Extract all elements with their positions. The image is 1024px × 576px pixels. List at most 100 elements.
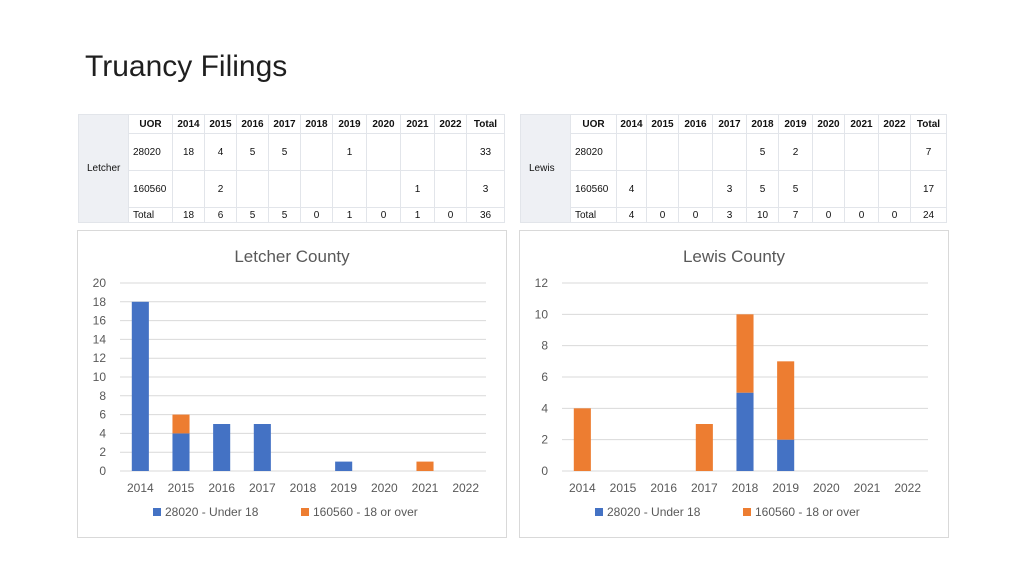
y-tick-label: 10 xyxy=(93,370,107,384)
table-cell xyxy=(172,170,205,208)
header-cell: Total xyxy=(910,114,947,134)
y-tick-label: 10 xyxy=(535,307,549,321)
table-header-row: Letcher UOR 2014 2015 2016 2017 2018 201… xyxy=(78,114,505,223)
x-tick-label: 2020 xyxy=(371,481,398,495)
table-cell: 1 xyxy=(332,133,367,171)
county-label: Lewis xyxy=(520,114,571,223)
table-cell xyxy=(678,133,713,171)
table-cell: 2 xyxy=(204,170,237,208)
uor-cell: 28020 xyxy=(128,133,173,171)
header-cell: 2016 xyxy=(678,114,713,134)
legend-swatch xyxy=(153,508,161,516)
y-tick-label: 20 xyxy=(93,276,107,290)
x-tick-label: 2019 xyxy=(772,481,799,495)
y-tick-label: 2 xyxy=(541,433,548,447)
legend-entry: 160560 - 18 or over xyxy=(313,505,418,519)
table-cell xyxy=(366,170,401,208)
header-cell: 2017 xyxy=(268,114,301,134)
table-cell xyxy=(300,170,333,208)
table-cell xyxy=(332,170,367,208)
y-tick-label: 8 xyxy=(99,389,106,403)
table-row: 160560 2 1 3 xyxy=(79,170,505,208)
total-cell: 4 xyxy=(616,207,647,223)
table-cell xyxy=(268,170,301,208)
total-cell: 36 xyxy=(466,207,505,223)
table-cell: 5 xyxy=(778,170,813,208)
header-cell: 2022 xyxy=(878,114,911,134)
header-cell: UOR xyxy=(128,114,173,134)
table-cell xyxy=(400,133,435,171)
bar-segment xyxy=(131,301,149,471)
table-cell xyxy=(434,170,467,208)
y-tick-label: 16 xyxy=(93,314,107,328)
lewis-county-chart: Lewis County 0 2 4 6 8 10 12 2014 2015 2016 2017 2… xyxy=(519,230,949,538)
header-cell: Total xyxy=(466,114,505,134)
header-cell: 2016 xyxy=(236,114,269,134)
header-cell: 2018 xyxy=(300,114,333,134)
total-label: Total xyxy=(128,207,173,223)
letcher-table: Letcher UOR 2014 2015 2016 2017 2018 201… xyxy=(78,114,505,223)
uor-cell: 160560 xyxy=(570,170,617,208)
total-cell: 18 xyxy=(172,207,205,223)
total-cell: 0 xyxy=(844,207,879,223)
y-tick-label: 8 xyxy=(541,339,548,353)
x-tick-label: 2015 xyxy=(168,481,195,495)
y-tick-label: 0 xyxy=(541,464,548,478)
header-cell: 2019 xyxy=(332,114,367,134)
header-cell: 2015 xyxy=(646,114,679,134)
header-cell: 2018 xyxy=(746,114,779,134)
x-tick-label: 2019 xyxy=(330,481,357,495)
legend-entry: 28020 - Under 18 xyxy=(607,505,701,519)
x-tick-label: 2015 xyxy=(610,481,637,495)
legend-swatch xyxy=(743,508,751,516)
total-cell: 0 xyxy=(646,207,679,223)
table-cell xyxy=(712,133,747,171)
table-total-row: Total 18 6 5 5 0 1 0 1 0 36 xyxy=(79,207,505,223)
bar-segment xyxy=(172,433,190,471)
bar-segment xyxy=(213,424,231,471)
header-cell: 2014 xyxy=(616,114,647,134)
header-cell: 2021 xyxy=(400,114,435,134)
y-tick-label: 4 xyxy=(541,401,548,415)
x-tick-label: 2018 xyxy=(732,481,759,495)
header-cell: UOR xyxy=(570,114,617,134)
uor-cell: 160560 xyxy=(128,170,173,208)
x-tick-label: 2014 xyxy=(569,481,596,495)
table-cell: 7 xyxy=(910,133,947,171)
header-cell: 2020 xyxy=(366,114,401,134)
header-cell: 2022 xyxy=(434,114,467,134)
table-cell xyxy=(878,170,911,208)
table-cell xyxy=(678,170,713,208)
x-tick-label: 2016 xyxy=(208,481,235,495)
table-row: 28020 18 4 5 5 1 33 xyxy=(79,133,505,171)
table-cell xyxy=(236,170,269,208)
x-tick-label: 2021 xyxy=(412,481,439,495)
x-tick-label: 2017 xyxy=(249,481,276,495)
bar-segment xyxy=(777,439,795,471)
table-cell xyxy=(844,133,879,171)
table-cell: 4 xyxy=(616,170,647,208)
total-cell: 0 xyxy=(678,207,713,223)
bar-segment xyxy=(335,461,353,471)
table-cell: 5 xyxy=(746,133,779,171)
y-tick-label: 6 xyxy=(99,408,106,422)
chart-title: Lewis County xyxy=(683,247,786,266)
table-cell xyxy=(878,133,911,171)
y-tick-label: 0 xyxy=(99,464,106,478)
bar-segment xyxy=(777,361,795,440)
bar-segment xyxy=(172,414,190,434)
total-cell: 0 xyxy=(878,207,911,223)
table-cell xyxy=(844,170,879,208)
bar-segment xyxy=(736,392,754,471)
county-label: Letcher xyxy=(78,114,129,223)
lewis-table: Lewis UOR 2014 2015 2016 2017 2018 2019 … xyxy=(520,114,947,223)
table-cell: 2 xyxy=(778,133,813,171)
y-tick-label: 14 xyxy=(93,332,107,346)
slide-title: Truancy Filings xyxy=(85,50,288,83)
table-total-row: Total 4 0 0 3 10 7 0 0 0 24 xyxy=(521,207,947,223)
header-cell: 2017 xyxy=(712,114,747,134)
table-cell: 5 xyxy=(268,133,301,171)
total-cell: 7 xyxy=(778,207,813,223)
total-cell: 1 xyxy=(400,207,435,223)
x-tick-label: 2016 xyxy=(650,481,677,495)
